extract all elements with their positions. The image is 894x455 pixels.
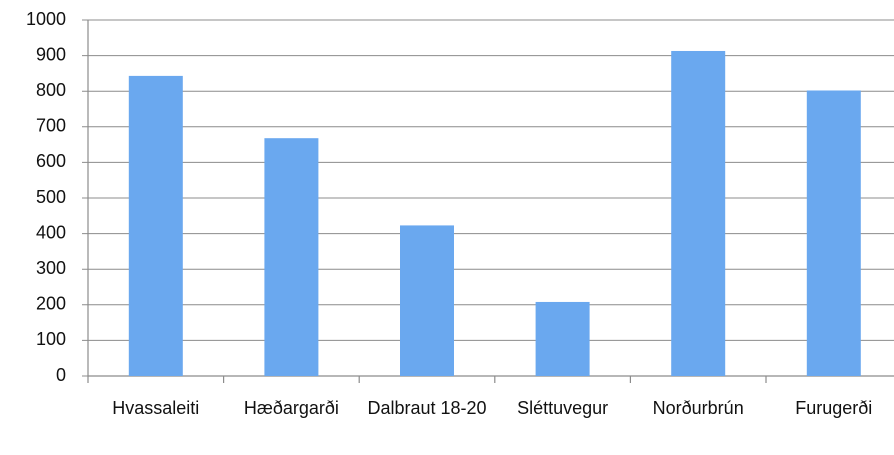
y-tick-label: 400 — [36, 222, 66, 242]
x-tick-label: Norðurbrún — [652, 398, 744, 418]
bar — [400, 225, 454, 376]
y-tick-label: 700 — [36, 116, 66, 136]
y-tick-label: 1000 — [26, 9, 66, 29]
x-tick-label: Hvassaleiti — [112, 398, 200, 418]
x-tick-label: Dalbraut 18-20 — [367, 398, 487, 418]
bar — [671, 50, 726, 377]
x-tick-label: Furugerði — [795, 398, 873, 418]
x-tick-label: Hæðargarði — [243, 398, 339, 418]
bar — [806, 90, 861, 376]
y-tick-label: 500 — [36, 187, 66, 207]
y-tick-label: 800 — [36, 80, 66, 100]
x-tick-label: Sléttuvegur — [517, 398, 609, 418]
y-tick-label: 100 — [36, 329, 66, 349]
y-tick-label: 200 — [36, 294, 66, 314]
bar — [128, 75, 183, 376]
bar — [264, 138, 319, 376]
bar — [535, 301, 590, 376]
y-tick-label: 900 — [36, 44, 66, 64]
y-tick-label: 300 — [36, 258, 66, 278]
y-tick-label: 600 — [36, 151, 66, 171]
y-tick-label: 0 — [56, 365, 66, 385]
